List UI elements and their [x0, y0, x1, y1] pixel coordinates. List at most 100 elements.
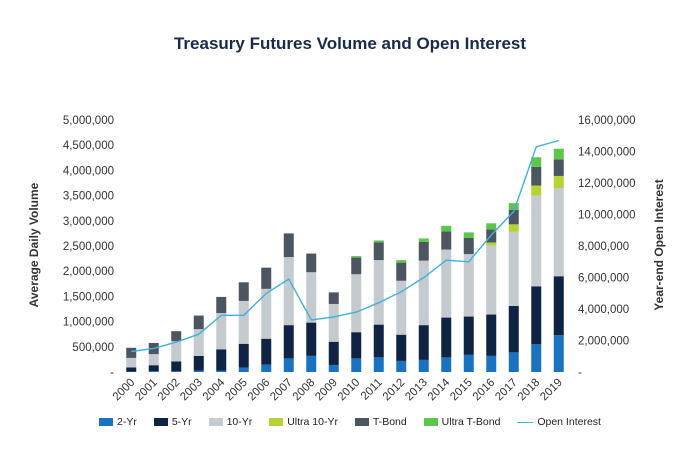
legend-label: Open Interest	[537, 416, 601, 429]
bar-segment	[508, 203, 519, 210]
bar-segment	[373, 324, 384, 358]
y-axis-label: Average Daily Volume	[27, 182, 41, 307]
bar-segment	[238, 300, 249, 344]
legend-label: 10-Yr	[226, 416, 253, 429]
legend-item-5yr: 5-Yr	[153, 416, 192, 429]
bar-segment	[553, 276, 564, 336]
bar-segment	[328, 341, 339, 365]
right-axis-ticks: - 2,000,000 4,000,000 6,000,000 8,000,000 10,…	[578, 115, 636, 379]
legend-swatch	[99, 418, 114, 427]
chart-title: Treasury Futures Volume and Open Interes…	[173, 34, 527, 53]
x-tick-label: 2009	[313, 377, 340, 404]
y-tick-label: 2,000,000	[63, 266, 114, 278]
open-interest-line	[131, 139, 559, 353]
y-tick-label: 500,000	[72, 342, 114, 354]
bar-segment	[531, 195, 542, 287]
legend-label: 2-Yr	[117, 416, 137, 429]
bar-segment	[508, 352, 519, 372]
bar-segment	[171, 361, 182, 371]
x-tick-label: 2013	[403, 377, 430, 404]
bar-segment	[486, 223, 497, 230]
x-tick-label: 2008	[291, 377, 318, 404]
legend-label: T-Bond	[372, 416, 407, 429]
x-tick-label: 2001	[133, 377, 160, 404]
bar-segment	[126, 347, 137, 358]
bar-segment	[486, 314, 497, 356]
legend-swatch	[208, 418, 223, 427]
bar-segment	[463, 354, 474, 372]
bar-segment	[396, 260, 407, 263]
legend-item-10yr: 10-Yr	[208, 416, 253, 429]
bar-segment	[261, 338, 272, 365]
left-axis-ticks: - 500,000 1,000,000 1,500,000 2,000,000 2,500…	[63, 115, 114, 379]
x-tick-label: 2015	[448, 377, 475, 404]
bar-segment	[531, 286, 542, 345]
bar-segment	[148, 371, 159, 372]
bar-group	[126, 148, 564, 372]
bar-segment	[463, 316, 474, 355]
bar-segment	[508, 305, 519, 353]
y2-tick-label: 8,000,000	[578, 241, 629, 253]
bar-segment	[418, 260, 429, 326]
y-tick-label: -	[110, 367, 114, 379]
bar-segment	[283, 257, 294, 326]
bar-segment	[508, 224, 519, 232]
bar-segment	[553, 175, 564, 189]
bar-segment	[126, 371, 137, 372]
bar-segment	[306, 322, 317, 356]
y-tick-label: 5,000,000	[63, 115, 114, 127]
bar-segment	[261, 364, 272, 372]
bar-segment	[441, 249, 452, 318]
x-tick-label: 2019	[538, 377, 565, 404]
y2-tick-label: 10,000,000	[578, 210, 636, 222]
x-axis-ticks: 2000200120022003200420052006200720082009…	[111, 376, 565, 403]
bar-segment	[508, 209, 519, 225]
y-tick-label: 4,500,000	[63, 140, 114, 152]
bar-segment	[486, 355, 497, 372]
y2-tick-label: 6,000,000	[578, 273, 629, 285]
bar-segment	[216, 296, 227, 314]
bar-segment	[463, 232, 474, 238]
bar-segment	[171, 370, 182, 372]
bar-segment	[193, 315, 204, 330]
legend-item-2yr: 2-Yr	[99, 416, 137, 428]
x-tick-label: 2012	[381, 377, 408, 404]
x-tick-label: 2011	[359, 377, 385, 403]
bar-segment	[126, 367, 137, 372]
bar-segment	[463, 237, 474, 255]
bar-segment	[418, 359, 429, 372]
bar-segment	[193, 355, 204, 371]
bar-segment	[531, 344, 542, 372]
bar-segment	[396, 262, 407, 281]
bar-segment	[396, 334, 407, 361]
x-tick-label: 2006	[246, 377, 273, 404]
bar-segment	[238, 343, 249, 368]
x-tick-label: 2017	[493, 377, 520, 404]
x-tick-label: 2007	[268, 377, 295, 404]
bar-segment	[306, 355, 317, 372]
bar-segment	[283, 233, 294, 258]
bar-segment	[441, 231, 452, 250]
legend-label: 5-Yr	[171, 416, 192, 429]
bar-segment	[441, 317, 452, 358]
legend-swatch	[354, 418, 369, 427]
bar-segment	[531, 157, 542, 167]
bar-segment	[126, 357, 137, 368]
bar-segment	[306, 253, 317, 273]
bar-segment	[328, 292, 339, 304]
bar-segment	[441, 225, 452, 232]
bar-segment	[418, 241, 429, 261]
legend-item-ultra-tbond: Ultra T-Bond	[423, 416, 500, 428]
y-tick-label: 3,000,000	[63, 216, 114, 228]
y-tick-label: 2,500,000	[63, 241, 114, 253]
legend-label: Ultra 10-Yr	[287, 416, 338, 429]
x-tick-label: 2003	[178, 377, 205, 404]
x-tick-label: 2014	[426, 376, 453, 403]
bar-segment	[351, 256, 362, 258]
bar-segment	[171, 341, 182, 362]
bar-segment	[216, 370, 227, 372]
legend-line-swatch	[517, 421, 534, 423]
x-tick-label: 2016	[471, 377, 498, 404]
bar-segment	[216, 349, 227, 371]
